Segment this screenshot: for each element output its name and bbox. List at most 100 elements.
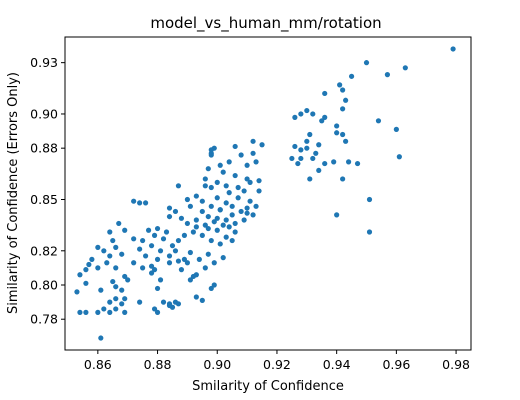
y-axis-label: Similarity of Confidence (Errors Only) bbox=[6, 72, 21, 314]
data-point bbox=[322, 90, 328, 97]
x-tick-label: 0.94 bbox=[323, 357, 351, 372]
data-point bbox=[211, 282, 217, 288]
data-point bbox=[223, 234, 229, 240]
data-point bbox=[77, 309, 83, 315]
data-point bbox=[375, 118, 382, 124]
data-point bbox=[166, 253, 173, 259]
data-point bbox=[304, 107, 310, 114]
data-point bbox=[113, 296, 119, 302]
data-point bbox=[154, 256, 161, 262]
data-point bbox=[101, 248, 107, 254]
data-point bbox=[104, 260, 110, 266]
data-point bbox=[343, 138, 349, 144]
plot-frame bbox=[64, 36, 472, 351]
data-point bbox=[202, 222, 208, 228]
data-point bbox=[110, 237, 116, 244]
data-point bbox=[208, 184, 214, 191]
data-point bbox=[205, 166, 211, 172]
data-point bbox=[334, 123, 340, 129]
data-point bbox=[229, 203, 235, 209]
data-point bbox=[217, 162, 223, 168]
data-point bbox=[259, 142, 265, 148]
data-point bbox=[181, 256, 188, 262]
data-point bbox=[241, 217, 247, 223]
data-point bbox=[157, 277, 164, 283]
data-point bbox=[366, 229, 373, 235]
chart-title: model_vs_human_mm/rotation bbox=[150, 14, 381, 33]
data-point bbox=[148, 270, 155, 276]
y-tick-label: 0.85 bbox=[30, 192, 58, 207]
data-point bbox=[298, 155, 304, 162]
data-point bbox=[256, 188, 262, 194]
data-point bbox=[337, 82, 343, 88]
data-point bbox=[187, 203, 193, 209]
data-point bbox=[247, 179, 253, 185]
data-point bbox=[98, 335, 104, 341]
data-point bbox=[307, 131, 313, 138]
data-point bbox=[119, 301, 125, 307]
data-point bbox=[151, 232, 158, 238]
data-point bbox=[211, 219, 217, 225]
data-point bbox=[199, 232, 205, 238]
data-point bbox=[199, 297, 205, 303]
data-point bbox=[83, 267, 89, 273]
y-axis: 0.78 0.80 0.82 0.85 0.88 0.90 0.93 bbox=[30, 55, 65, 327]
x-axis: 0.86 0.88 0.90 0.92 0.94 0.96 0.98 bbox=[84, 350, 470, 372]
data-point bbox=[340, 131, 346, 138]
data-point bbox=[304, 138, 310, 144]
data-point bbox=[220, 222, 226, 228]
data-point bbox=[89, 256, 95, 262]
data-point bbox=[202, 176, 208, 182]
data-point bbox=[250, 138, 256, 144]
points-layer bbox=[74, 46, 456, 341]
data-point bbox=[292, 143, 298, 150]
data-point bbox=[122, 296, 128, 302]
data-point bbox=[208, 147, 214, 153]
data-point bbox=[98, 287, 104, 293]
data-point bbox=[131, 236, 137, 242]
data-point bbox=[166, 213, 173, 220]
data-point bbox=[143, 200, 149, 206]
data-point bbox=[232, 143, 238, 150]
data-point bbox=[172, 208, 179, 215]
data-point bbox=[220, 255, 226, 261]
y-tick-label: 0.82 bbox=[30, 243, 58, 258]
data-point bbox=[172, 248, 179, 254]
data-point bbox=[334, 212, 340, 218]
y-tick-label: 0.78 bbox=[30, 312, 58, 327]
data-point bbox=[250, 212, 256, 218]
data-point bbox=[214, 195, 220, 201]
data-point bbox=[151, 267, 158, 273]
data-point bbox=[244, 162, 250, 168]
data-point bbox=[217, 241, 223, 247]
data-point bbox=[235, 184, 241, 191]
data-point bbox=[340, 176, 346, 182]
data-point bbox=[211, 260, 217, 266]
y-tick-label: 0.80 bbox=[30, 278, 58, 293]
data-point bbox=[116, 220, 122, 227]
data-point bbox=[166, 260, 173, 266]
data-point bbox=[154, 309, 161, 315]
data-point bbox=[145, 227, 152, 233]
data-point bbox=[322, 114, 328, 120]
data-point bbox=[184, 260, 190, 266]
data-point bbox=[193, 217, 199, 223]
data-point bbox=[366, 196, 373, 203]
data-point bbox=[95, 265, 101, 271]
data-point bbox=[157, 248, 164, 254]
data-point bbox=[229, 212, 235, 218]
data-point bbox=[289, 155, 295, 162]
data-point bbox=[343, 97, 349, 103]
data-point bbox=[125, 277, 131, 283]
data-point bbox=[83, 309, 89, 315]
data-point bbox=[295, 160, 301, 167]
data-point bbox=[113, 306, 119, 312]
data-point bbox=[319, 118, 325, 124]
data-point bbox=[334, 130, 340, 136]
x-tick-label: 0.88 bbox=[144, 357, 172, 372]
data-point bbox=[131, 260, 137, 266]
data-point bbox=[107, 229, 113, 235]
data-point bbox=[238, 208, 244, 215]
data-point bbox=[298, 111, 304, 117]
data-point bbox=[340, 106, 346, 112]
